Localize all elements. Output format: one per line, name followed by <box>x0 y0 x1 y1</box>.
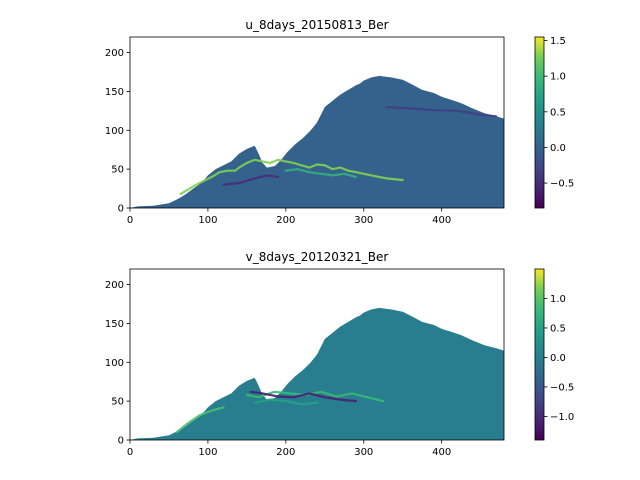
x-tick-label: 400 <box>432 215 451 226</box>
x-tick-label: 0 <box>127 447 133 458</box>
colorbar-tick-label: 0.0 <box>550 353 566 364</box>
y-tick-label: 0 <box>118 204 124 215</box>
colorbar-v-bar <box>534 268 545 441</box>
ocean-field-v <box>130 307 504 440</box>
colorbar-v-ticks: −1.0 −0.5 0.0 0.5 1.0 <box>544 294 574 423</box>
colorbar-tick-label: 1.0 <box>550 294 566 305</box>
y-tick-label: 100 <box>105 358 124 369</box>
fronts-u <box>179 105 498 196</box>
heatmap-v <box>130 307 504 440</box>
y-tick-label: 0 <box>118 436 124 447</box>
x-tick-label: 100 <box>198 447 217 458</box>
axes-frame-v <box>129 268 505 441</box>
front-1 <box>175 406 225 434</box>
front-3 <box>249 390 358 403</box>
x-tick-label: 300 <box>354 215 373 226</box>
y-tick-label: 200 <box>105 280 124 291</box>
front-1 <box>179 158 404 196</box>
colorbar-tick-label: −0.5 <box>550 179 574 190</box>
x-tick-label: 300 <box>354 447 373 458</box>
front-2 <box>284 168 358 178</box>
colorbar-tick-label: 0.5 <box>550 323 566 334</box>
y-axis-v: 0 50 100 150 200 <box>105 280 130 447</box>
colorbar-u-ticks: −0.5 0.0 0.5 1.0 1.5 <box>544 36 574 190</box>
colorbar-tick-label: 0.5 <box>550 107 566 118</box>
colorbar-v: −1.0 −0.5 0.0 0.5 1.0 <box>534 268 574 441</box>
colorbar-u: −0.5 0.0 0.5 1.0 1.5 <box>534 36 574 209</box>
fronts-v <box>175 390 385 434</box>
y-tick-label: 200 <box>105 48 124 59</box>
colorbar-tick-label: 1.0 <box>550 72 566 83</box>
front-4 <box>386 105 498 118</box>
colorbar-u-bar <box>534 36 545 209</box>
x-tick-label: 200 <box>276 215 295 226</box>
axes-frame-u <box>129 36 505 209</box>
x-axis-v: 0 100 200 300 400 <box>127 440 451 458</box>
heatmap-u <box>130 75 504 208</box>
colorbar-tick-label: −0.5 <box>550 382 574 393</box>
y-tick-label: 150 <box>105 87 124 98</box>
x-tick-label: 0 <box>127 215 133 226</box>
x-tick-label: 200 <box>276 447 295 458</box>
colorbar-tick-label: 1.5 <box>550 36 566 47</box>
x-tick-label: 400 <box>432 447 451 458</box>
front-3 <box>222 174 280 186</box>
y-tick-label: 50 <box>111 165 124 176</box>
colorbar-tick-label: 0.0 <box>550 143 566 154</box>
y-tick-label: 150 <box>105 319 124 330</box>
colorbar-tick-label: −1.0 <box>550 412 574 423</box>
panel-v: v_8days_20120321_Ber 0 100 200 300 400 0 50 10… <box>105 250 574 458</box>
ocean-field-u <box>130 75 504 208</box>
front-4 <box>253 398 319 406</box>
x-tick-label: 100 <box>198 215 217 226</box>
chart-title-v: v_8days_20120321_Ber <box>246 250 389 264</box>
y-tick-label: 50 <box>111 397 124 408</box>
panel-u: u_8days_20150813_Ber 0 100 200 300 400 0 50 10… <box>105 18 574 226</box>
x-axis-u: 0 100 200 300 400 <box>127 208 451 226</box>
y-axis-u: 0 50 100 150 200 <box>105 48 130 215</box>
y-tick-label: 100 <box>105 126 124 137</box>
chart-title-u: u_8days_20150813_Ber <box>245 18 388 32</box>
